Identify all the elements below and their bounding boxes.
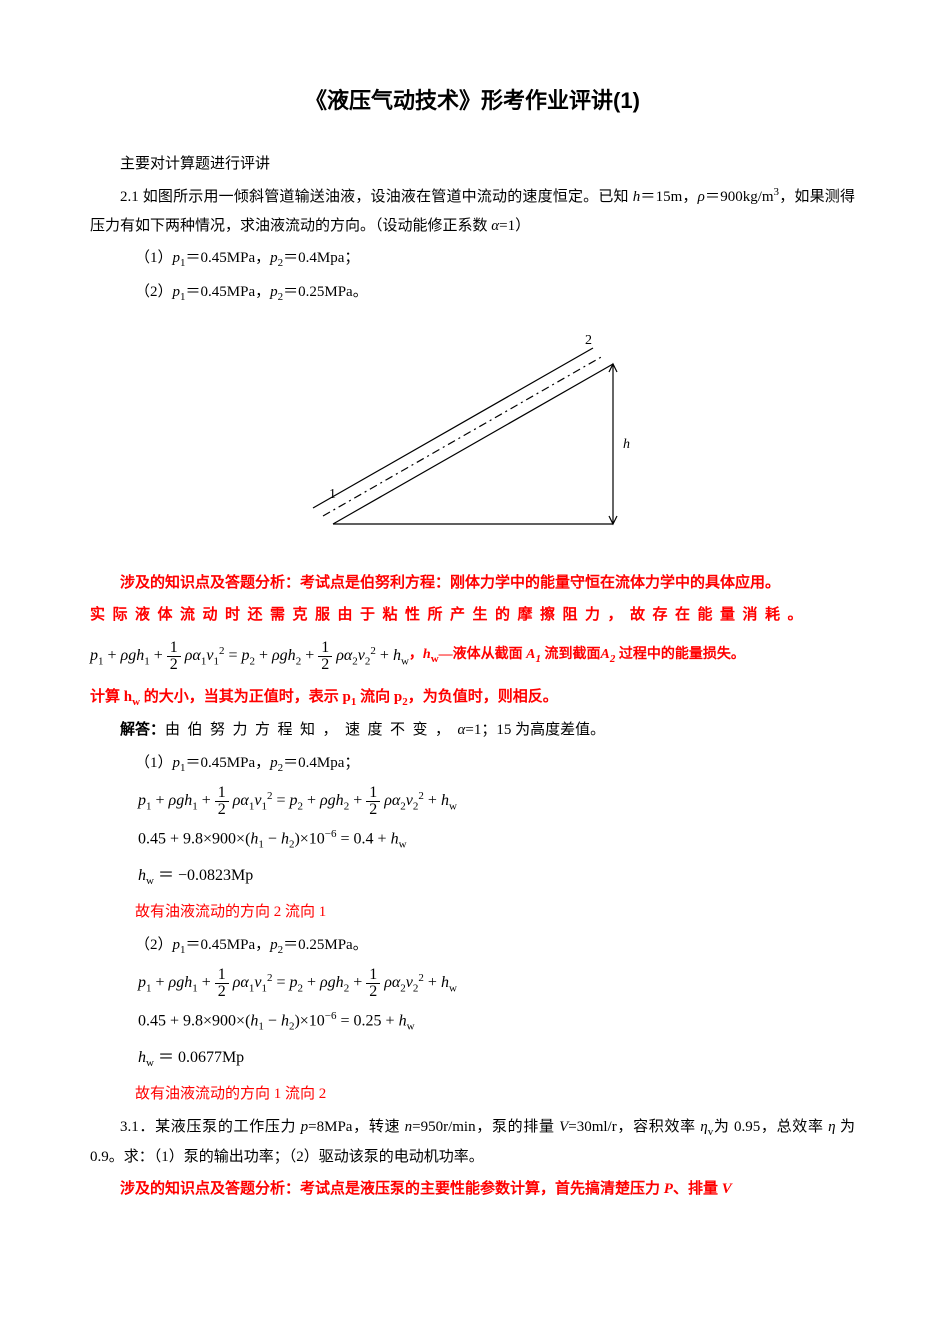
q31-eta: η (700, 1119, 707, 1135)
a1-p1val: ＝0.45MPa， (186, 755, 271, 771)
q31-n: n (405, 1119, 413, 1135)
direction-1: 故有油液流动的方向 2 流向 1 (90, 898, 855, 927)
ans-label: 解答： (120, 722, 165, 738)
red2-hw: h (423, 647, 431, 662)
red3-suffix: ，为负值时，则相反。 (408, 689, 558, 705)
hw-explain: ，hw—液体从截面 A1 流到截面A2 过程中的能量损失。 (409, 642, 745, 670)
hw1-sub: w (146, 875, 154, 887)
eq-hw1: hw ＝ −0.0823Mp (90, 861, 855, 892)
a2-prefix: （2） (135, 937, 173, 953)
answer-line: 解答：由伯努力方程知，速度不变，α=1；15 为高度差值。 (90, 716, 855, 745)
a2-p1val: ＝0.45MPa， (186, 937, 271, 953)
c2-p2val: ＝0.25MPa。 (283, 284, 368, 300)
hw1-lhs: h (138, 867, 146, 884)
q31-eta-val: 为 0.95，总效率 (713, 1119, 828, 1135)
red2-A2: A (600, 647, 609, 662)
a2-p2val: ＝0.25MPa。 (283, 937, 368, 953)
bernoulli-row: p1 + ρgh1 + 12 ρα1v12 = p2 + ρgh2 + 12 ρ… (90, 634, 855, 679)
page-title: 《液压气动技术》形考作业评讲(1) (90, 80, 855, 122)
analysis-1b: 实际液体流动时还需克服由于粘性所产生的摩擦阻力，故存在能量消耗。 (90, 601, 855, 630)
q21-rho: ρ (698, 189, 705, 205)
red2-prefix: ， (409, 647, 423, 662)
q21-alpha: α (491, 218, 499, 234)
diagram-label-2: 2 (585, 333, 592, 348)
q31-V: V (559, 1119, 568, 1135)
diagram-label-1: 1 (329, 487, 336, 502)
c1-p2: p (270, 250, 278, 266)
red3-sub: w (132, 696, 140, 708)
c1-p2val: ＝0.4Mpa； (283, 250, 359, 266)
case-1: （1）p1＝0.45MPa，p2＝0.4Mpa； (90, 244, 855, 274)
question-2-1: 2.1 如图所示用一倾斜管道输送油液，设油液在管道中流动的速度恒定。已知 h＝1… (90, 182, 855, 240)
q31-etaT: η (828, 1119, 835, 1135)
hw2-sub: w (146, 1057, 154, 1069)
q31-pval: =8MPa，转速 (308, 1119, 404, 1135)
a1-p2val: ＝0.4Mpa； (283, 755, 359, 771)
answer-case2: （2）p1＝0.45MPa，p2＝0.25MPa。 (90, 931, 855, 961)
eq-bernoulli-2: p1 + ρgh1 + 12 ρα1v12 = p2 + ρgh2 + 12 ρ… (90, 967, 855, 1000)
ans-text: 由伯努力方程知，速度不变， (165, 722, 458, 738)
ans-alpha-val: =1；15 为高度差值。 (465, 722, 605, 738)
eq-calc-1: 0.45 + 9.8×900×(h1 − h2)×10−6 = 0.4 + hw (90, 824, 855, 855)
red2-suffix: 过程中的能量损失。 (615, 647, 745, 662)
bernoulli-equation: p1 + ρgh1 + 12 ρα1v12 = p2 + ρgh2 + 12 ρ… (90, 640, 409, 673)
analysis-1a: 涉及的知识点及答题分析：考试点是伯努利方程：刚体力学中的能量守恒在流体力学中的具… (90, 569, 855, 598)
a2-p2: p (270, 937, 278, 953)
a1-p2: p (270, 755, 278, 771)
intro-text: 主要对计算题进行评讲 (90, 150, 855, 179)
q31-Vval: =30ml/r，容积效率 (568, 1119, 700, 1135)
c2-prefix: （2） (135, 284, 173, 300)
c2-p1val: ＝0.45MPa， (186, 284, 271, 300)
c1-p1: p (173, 250, 181, 266)
a1-prefix: （1） (135, 755, 173, 771)
q31-prefix: 3.1．某液压泵的工作压力 (120, 1119, 301, 1135)
red2-mid2: 流到截面 (541, 647, 601, 662)
c2-p2: p (270, 284, 278, 300)
eq-bernoulli-1: p1 + ρgh1 + 12 ρα1v12 = p2 + ρgh2 + 12 ρ… (90, 785, 855, 818)
q21-rho-val: ＝900kg/m (705, 189, 774, 205)
c2-p1: p (173, 284, 181, 300)
q21-alpha-val: =1） (499, 218, 530, 234)
case-2: （2）p1＝0.45MPa，p2＝0.25MPa。 (90, 278, 855, 308)
diagram-label-h: h (623, 437, 630, 452)
direction-2: 故有油液流动的方向 1 流向 2 (90, 1080, 855, 1109)
red-q31-a: 涉及的知识点及答题分析：考试点是液压泵的主要性能参数计算，首先搞清楚压力 (120, 1181, 664, 1197)
red3-mid: 的大小，当其为正值时，表示 p (140, 689, 351, 705)
a1-p1: p (173, 755, 181, 771)
hw1-rhs: ＝ −0.0823Mp (154, 867, 253, 884)
answer-case1: （1）p1＝0.45MPa，p2＝0.4Mpa； (90, 749, 855, 779)
red2-mid: —液体从截面 (439, 647, 527, 662)
analysis-31: 涉及的知识点及答题分析：考试点是液压泵的主要性能参数计算，首先搞清楚压力 P、排… (90, 1175, 855, 1204)
red-q31-P: P (664, 1181, 673, 1197)
red-q31-V: V (722, 1181, 732, 1197)
red3-prefix: 计算 h (90, 689, 132, 705)
c1-prefix: （1） (135, 250, 173, 266)
c1-p1val: ＝0.45MPa， (186, 250, 271, 266)
a2-p1: p (173, 937, 181, 953)
hw2-rhs: ＝ 0.0677Mp (154, 1049, 244, 1066)
pipe-diagram: 1 2 h (90, 328, 855, 539)
red-q31-b: 、排量 (673, 1181, 722, 1197)
eq-calc-2: 0.45 + 9.8×900×(h1 − h2)×10−6 = 0.25 + h… (90, 1006, 855, 1037)
q21-h-val: ＝15m， (640, 189, 697, 205)
q21-text-1: 2.1 如图所示用一倾斜管道输送油液，设油液在管道中流动的速度恒定。已知 (120, 189, 633, 205)
red2-hw-sub: w (431, 653, 439, 665)
question-3-1: 3.1．某液压泵的工作压力 p=8MPa，转速 n=950r/min，泵的排量 … (90, 1113, 855, 1171)
eq-hw2: hw ＝ 0.0677Mp (90, 1043, 855, 1074)
hw2-lhs: h (138, 1049, 146, 1066)
hw-sign-rule: 计算 hw 的大小，当其为正值时，表示 p1 流向 p2，为负值时，则相反。 (90, 683, 855, 713)
red3-mid2: 流向 p (356, 689, 402, 705)
q31-nval: =950r/min，泵的排量 (412, 1119, 559, 1135)
